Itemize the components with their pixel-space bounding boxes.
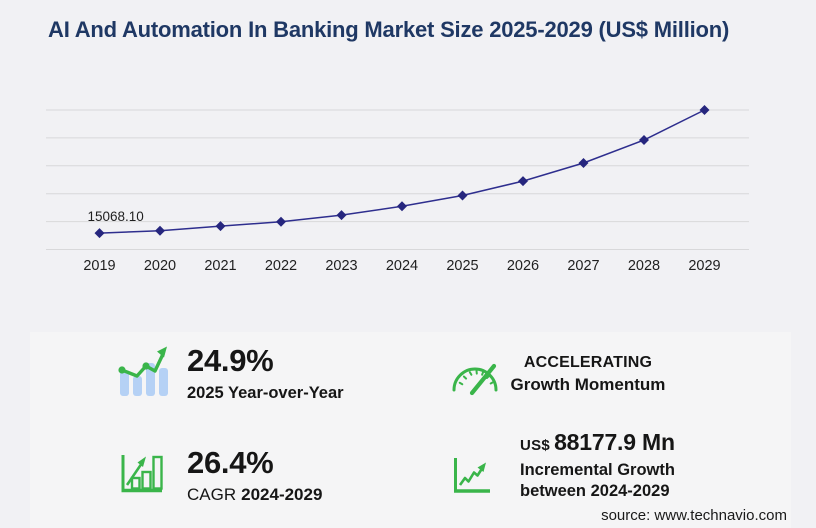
stat-incremental: US$ 88177.9 Mn Incremental Growth between…: [520, 428, 675, 501]
chart-marker: [336, 210, 347, 221]
stat-momentum-line2: Growth Momentum: [510, 375, 666, 394]
x-axis-label: 2021: [204, 258, 236, 274]
stat-yoy: 24.9% 2025 Year-over-Year: [187, 344, 344, 403]
stat-cagr-range: 2024-2029: [241, 485, 323, 504]
stat-incremental-value: 88177.9 Mn: [554, 429, 675, 455]
chart-marker: [276, 216, 286, 227]
x-axis-label: 2029: [688, 258, 720, 274]
chart-marker: [397, 201, 407, 212]
x-axis-label: 2026: [507, 258, 539, 274]
stat-cagr-value: 26.4%: [187, 445, 274, 480]
chart-marker: [155, 225, 165, 236]
source-credit: source: www.technavio.com: [601, 507, 787, 524]
x-axis-label: 2022: [265, 258, 297, 274]
x-axis-label: 2024: [386, 258, 418, 274]
x-axis-label: 2025: [446, 258, 478, 274]
chart-marker: [699, 105, 710, 115]
chart-marker: [94, 228, 105, 239]
speedometer-icon: [452, 363, 498, 396]
stat-cagr-label: CAGR 2024-2029: [187, 485, 322, 505]
x-axis-label: 2019: [83, 258, 115, 274]
stat-momentum: ACCELERATING Growth Momentum: [497, 352, 679, 396]
stat-incremental-line1: Incremental Growth: [520, 461, 675, 479]
stat-cagr-prefix: CAGR: [187, 485, 237, 504]
chart-marker: [639, 135, 649, 145]
first-point-data-label: 15068.10: [88, 209, 144, 224]
stat-momentum-line1: ACCELERATING: [523, 354, 653, 371]
stat-incremental-currency: US$: [520, 437, 551, 454]
x-axis-label: 2023: [325, 258, 357, 274]
axis-growth-icon: [454, 458, 490, 493]
stat-yoy-label: 2025 Year-over-Year: [187, 384, 344, 402]
page-title: AI And Automation In Banking Market Size…: [48, 17, 730, 42]
chart-marker: [518, 176, 528, 187]
x-axis-label: 2028: [628, 258, 660, 274]
bar-chart-arrow-icon: [121, 455, 163, 493]
chart-marker: [578, 158, 589, 168]
market-size-line-chart: 2019 2020 2021 2022 2023 2024 2025 2026 2027 2028…: [46, 105, 749, 274]
chart-marker: [457, 190, 468, 201]
chart-marker: [215, 221, 226, 232]
stat-incremental-value-row: US$ 88177.9 Mn: [520, 428, 675, 460]
stat-incremental-line2: between 2024-2029: [520, 481, 670, 500]
stat-yoy-value: 24.9%: [187, 343, 274, 378]
chart-line: [99, 109, 705, 234]
bar-chart-trend-icon: [118, 346, 168, 396]
stat-cagr: 26.4% CAGR 2024-2029: [187, 446, 322, 505]
x-axis-label: 2027: [567, 258, 599, 274]
x-axis-label: 2020: [144, 258, 176, 274]
